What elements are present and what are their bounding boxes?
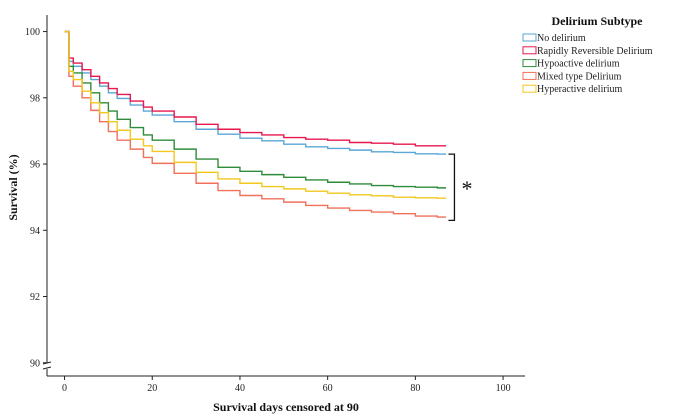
y-tick-label: 94 [30, 226, 40, 237]
legend-label: No delirium [537, 33, 586, 44]
y-axis-title: Survival (%) [6, 154, 20, 220]
legend-swatch [522, 59, 537, 68]
series-line-rapidly-reversible-delirium [64, 30, 447, 147]
legend-swatch [522, 84, 537, 93]
legend-title: Delirium Subtype [551, 14, 643, 28]
legend-swatch [522, 71, 537, 80]
legend-label: Hyperactive delirium [537, 84, 622, 95]
legend-swatch [522, 33, 537, 42]
legend-label: Rapidly Reversible Delirium [537, 46, 653, 57]
series-layer [64, 30, 447, 218]
x-tick-label: 80 [410, 383, 420, 394]
legend-swatch [522, 46, 537, 55]
y-tick-label: 98 [30, 93, 40, 104]
x-tick-label: 40 [235, 383, 245, 394]
x-tick-label: 20 [147, 383, 157, 394]
significance-bracket [448, 153, 456, 221]
y-tick-label: 90 [30, 358, 40, 369]
x-tick-label: 0 [62, 383, 67, 394]
axis-break-mark [42, 366, 52, 370]
y-tick-label: 100 [25, 27, 40, 38]
series-line-no-delirium [64, 30, 447, 155]
significance-annotation: * [448, 153, 472, 221]
series-line-mixed-type-delirium [64, 30, 447, 218]
axes: 90 92 94 96 98 100 0 20 40 60 80 100 [25, 15, 525, 394]
series-line-hypoactive-delirium [64, 30, 447, 189]
series-line-hyperactive-delirium [64, 30, 447, 199]
significance-star: * [461, 176, 472, 201]
x-axis-title: Survival days censored at 90 [213, 400, 359, 414]
y-tick-label: 96 [30, 160, 40, 171]
legend: No delirium Rapidly Reversible Delirium Hy… [522, 33, 653, 95]
y-tick-label: 92 [30, 292, 40, 303]
legend-label: Mixed type Delirium [537, 71, 622, 82]
x-tick-label: 100 [496, 383, 511, 394]
legend-label: Hypoactive delirium [537, 59, 620, 70]
x-tick-label: 60 [323, 383, 333, 394]
